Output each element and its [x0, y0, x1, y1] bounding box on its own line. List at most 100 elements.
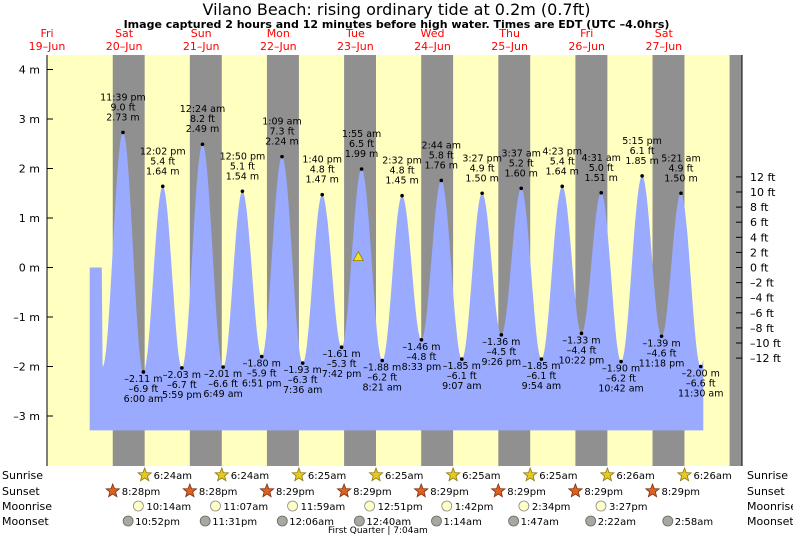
tide-label-line: –1.85 m: [443, 361, 481, 372]
day-header-date: 25–Jun: [491, 40, 528, 53]
tide-label-line: 1.76 m: [425, 160, 458, 171]
high-tide-label: 5:21 am4.9 ft1.50 m: [661, 153, 701, 196]
tide-curve-area: [89, 132, 704, 431]
tide-label-line: 1.60 m: [505, 168, 538, 179]
tide-label-line: 1.99 m: [345, 149, 378, 160]
tide-label-line: –6.2 ft: [606, 374, 636, 385]
high-tide-label: 2:32 pm4.8 ft1.45 m: [382, 156, 422, 198]
tick-label-ft: 12 ft: [750, 171, 776, 184]
moonrise-icon: [518, 500, 530, 512]
sunrise-star-icon: [368, 466, 384, 482]
high-tide-point: [359, 167, 364, 171]
moonset-icon: [662, 515, 674, 527]
tide-label-line: 1.47 m: [305, 175, 338, 186]
moonset-icon: [585, 515, 597, 527]
tick-label-ft: 4 ft: [750, 231, 769, 244]
high-tide-label: 1:09 am7.3 ft2.24 m: [262, 117, 302, 159]
sunrise-time: 6:25am: [308, 471, 346, 482]
sunset-star-icon: [259, 482, 275, 498]
moonset-icon: [353, 515, 365, 527]
tide-label-line: –4.8 ft: [407, 352, 437, 363]
day-header-dow: Thu: [498, 27, 520, 40]
tide-label-line: 9:54 am: [522, 381, 561, 392]
low-tide-label: –2.11 m–6.9 ft6:00 am: [124, 370, 163, 405]
high-tide-label: 4:31 am5.0 ft1.51 m: [582, 153, 621, 195]
low-tide-label: –1.46 m–4.8 ft8:33 pm: [402, 337, 441, 373]
low-tide-label: –1.61 m–5.3 ft7:42 pm: [322, 345, 361, 380]
tide-label-line: 4.8 ft: [390, 166, 415, 177]
sunset-star-icon: [567, 482, 584, 498]
high-tide-point: [640, 174, 644, 178]
sunrise-star-icon: [599, 466, 616, 482]
high-tide-point: [679, 191, 683, 196]
tide-label-line: 6.1 ft: [630, 146, 655, 157]
tide-label-line: –1.39 m: [642, 338, 680, 349]
tide-label-line: 2:44 am: [422, 140, 461, 151]
low-tide-label: –1.88 m–6.2 ft8:21 am: [363, 358, 402, 394]
high-tide-point: [320, 192, 325, 197]
tide-label-line: 12:02 pm: [140, 146, 186, 157]
tide-label-line: –1.61 m: [322, 349, 360, 360]
sunset-time: 8:29pm: [353, 487, 392, 498]
sunrise-star-icon: [136, 466, 153, 482]
tide-label-line: 5.4 ft: [550, 156, 575, 167]
row-label-right: Moonset: [747, 515, 793, 528]
moonset-time: 12:40am: [366, 517, 411, 528]
tide-label-line: 1.54 m: [226, 171, 259, 182]
day-header-dow: Sat: [115, 27, 134, 40]
row-label-left: Moonset: [2, 515, 49, 528]
sunset-time: 8:29pm: [507, 487, 546, 498]
tide-label-line: 8:21 am: [363, 383, 402, 394]
day-header-date: 21–Jun: [183, 40, 220, 53]
tick-label-ft: –6 ft: [750, 307, 775, 320]
astronomy-rows: Sunrise Sunrise Sunset Sunset Moonrise Moonri…: [2, 466, 793, 536]
moonset-icon: [199, 515, 211, 527]
tide-label-line: 3:37 am: [502, 148, 541, 159]
high-tide-point: [160, 184, 165, 189]
high-tide-point: [200, 142, 205, 147]
tide-label-line: 6.5 ft: [349, 139, 374, 150]
sunrise-star-icon: [676, 466, 693, 482]
chart-title: Vilano Beach: rising ordinary tide at 0.…: [202, 0, 591, 19]
low-tide-point: [300, 361, 305, 365]
high-tide-label: 12:24 am8.2 ft2.49 m: [180, 104, 225, 147]
sunset-star-icon: [413, 482, 429, 498]
low-tide-point: [499, 333, 504, 337]
low-tide-point: [141, 370, 146, 374]
tide-label-line: –1.36 m: [482, 337, 520, 348]
tide-label-line: 6:49 am: [203, 389, 242, 400]
tide-label-line: –6.7 ft: [167, 380, 197, 391]
tick-label-m: –1 m: [13, 311, 40, 324]
day-header-date: 26–Jun: [568, 40, 605, 53]
sunset-star-icon: [336, 482, 352, 498]
tide-label-line: 11:39 pm: [100, 92, 146, 103]
high-tide-label: 3:27 pm4.9 ft1.50 m: [462, 153, 502, 196]
high-tide-point: [599, 190, 604, 195]
high-tide-point: [480, 191, 484, 196]
tide-label-line: –6.2 ft: [367, 373, 397, 384]
high-tide-point: [519, 186, 524, 191]
sunset-star-icon: [490, 482, 507, 498]
tide-label-line: 1.50 m: [465, 173, 498, 184]
low-tide-point: [579, 331, 584, 336]
day-header-date: 27–Jun: [645, 40, 682, 53]
day-header-dow: Sun: [191, 27, 212, 40]
day-headers: Fri19–JunSat20–JunSun21–JunMon22–JunTue2…: [29, 27, 683, 53]
tick-label-m: 3 m: [19, 113, 40, 126]
tide-label-line: 9.0 ft: [110, 102, 135, 113]
moonrise-icon: [132, 500, 144, 512]
tide-label-line: –4.5 ft: [486, 347, 516, 358]
high-tide-label: 3:37 am5.2 ft1.60 m: [502, 148, 541, 191]
day-header-date: 22–Jun: [260, 40, 297, 53]
high-tide-point: [400, 193, 404, 198]
tide-label-line: 2:32 pm: [382, 156, 422, 167]
tick-label-ft: 6 ft: [750, 216, 769, 229]
tick-label-m: –2 m: [13, 361, 40, 374]
tick-label-m: 4 m: [19, 64, 40, 77]
sunrise-star-icon: [291, 466, 307, 482]
day-header-date: 23–Jun: [337, 40, 374, 53]
tide-label-line: 5.0 ft: [589, 163, 614, 174]
tide-label-line: 11:30 am: [678, 389, 723, 400]
sunset-time: 8:29pm: [662, 487, 701, 498]
